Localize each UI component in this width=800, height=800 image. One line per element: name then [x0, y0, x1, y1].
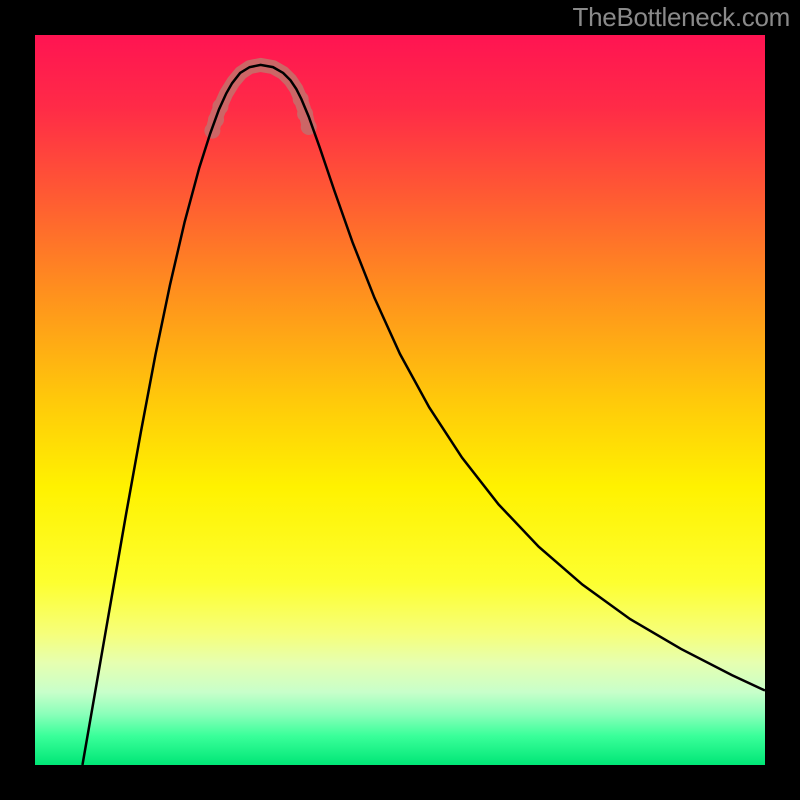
bottleneck-chart: [0, 0, 800, 800]
watermark-label: TheBottleneck.com: [573, 2, 790, 33]
chart-container: TheBottleneck.com: [0, 0, 800, 800]
plot-background: [35, 35, 765, 765]
